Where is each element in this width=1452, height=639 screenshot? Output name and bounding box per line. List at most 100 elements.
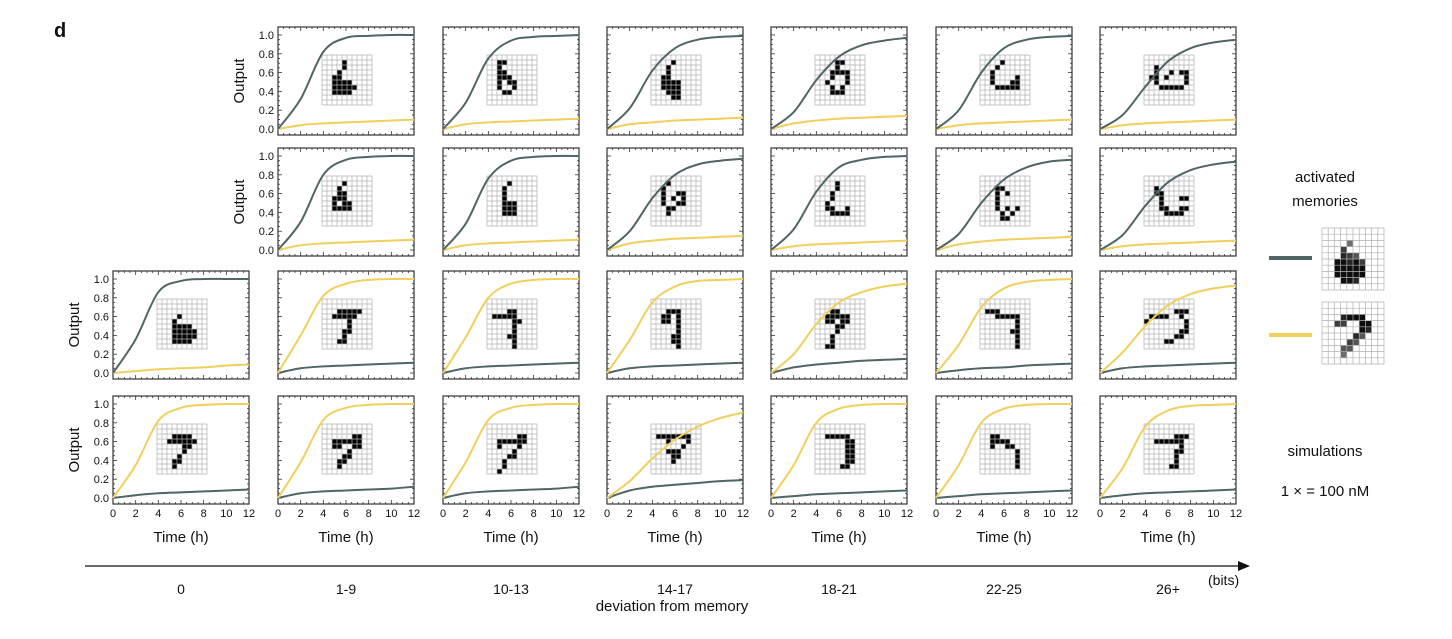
digit-pixel	[352, 434, 357, 439]
digit-pixel	[845, 70, 850, 75]
digit-pixel	[676, 449, 681, 454]
plot-panel	[1099, 147, 1237, 257]
digit-pixel	[840, 90, 845, 95]
digit-pixel	[342, 439, 347, 444]
plot-panel	[1099, 26, 1237, 136]
digit-pixel	[1010, 80, 1015, 85]
x-tick-label: 8	[695, 508, 701, 520]
digit-pixel	[1174, 434, 1179, 439]
slow-series-line	[770, 114, 908, 130]
digit-pixel	[1149, 75, 1154, 80]
digit-pixel	[1334, 259, 1341, 266]
digit-pixel	[182, 339, 187, 344]
digit-pixel	[1164, 211, 1169, 216]
digit-pixel	[845, 75, 850, 80]
digit-pixel	[1015, 75, 1020, 80]
y-tick-label: 0.2	[94, 349, 109, 361]
digit-pixel	[1174, 85, 1179, 90]
digit-pixel	[1353, 333, 1360, 340]
digit-pixel	[1164, 339, 1169, 344]
digit-pixel	[357, 309, 362, 314]
plot-panel: 0 2 4 6 8 10 12 Time (h)	[440, 395, 585, 546]
digit-pixel	[347, 449, 352, 454]
digit-pixel	[830, 196, 835, 201]
x-tick-label: 12	[737, 508, 749, 520]
digit-pixel	[671, 434, 676, 439]
digit-pixel	[830, 191, 835, 196]
digit-pixel	[1340, 252, 1347, 259]
digit-pixel	[187, 334, 192, 339]
y-tick-label: 0.4	[94, 330, 109, 342]
digit-pixel	[1015, 329, 1020, 334]
digit-pixel	[835, 324, 840, 329]
digit-pixel	[830, 90, 835, 95]
digit-pixel	[825, 206, 830, 211]
activated-series-line	[277, 154, 415, 251]
digit-pixel	[671, 339, 676, 344]
digit-pixel	[342, 314, 347, 319]
y-tick-label: 1.0	[94, 399, 109, 411]
digit-pixel	[497, 65, 502, 70]
digit-pixel	[830, 70, 835, 75]
plot-panel: 0 2 4 6 8 10 12 Time (h)	[275, 395, 420, 546]
slow-series-line	[277, 485, 415, 499]
digit-pixel	[497, 314, 502, 319]
plot-frame	[1099, 147, 1237, 257]
digit-pixel	[666, 206, 671, 211]
digit-pixel	[830, 75, 835, 80]
digit-pixel	[512, 454, 517, 459]
digit-pixel	[1179, 309, 1184, 314]
legend-footer-line1: simulations	[1287, 443, 1362, 460]
digit-pixel	[671, 334, 676, 339]
plot-panel	[606, 270, 744, 380]
x-axis-label: Time (h)	[1140, 529, 1195, 546]
x-tick-label: 2	[1120, 508, 1126, 520]
digit-pixel	[1005, 439, 1010, 444]
digit-pixel	[1169, 439, 1174, 444]
digit-pixel	[1174, 449, 1179, 454]
digit-pixel	[337, 186, 342, 191]
digit-pixel	[497, 75, 502, 80]
y-tick-label: 0.6	[94, 312, 109, 324]
plot-panel	[606, 147, 744, 257]
digit-pixel	[825, 319, 830, 324]
digit-pixel	[1169, 339, 1174, 344]
digit-pixel	[497, 60, 502, 65]
digit-pixel	[507, 201, 512, 206]
digit-pixel	[666, 65, 671, 70]
digit-pixel	[1353, 271, 1360, 278]
x-tick-label: 0	[1097, 508, 1103, 520]
digit-pixel	[512, 206, 517, 211]
slow-series-line	[442, 238, 580, 251]
digit-pixel	[995, 206, 1000, 211]
digit-pixel	[502, 191, 507, 196]
digit-pixel	[835, 60, 840, 65]
digit-pixel	[830, 334, 835, 339]
digit-pixel	[676, 329, 681, 334]
x-tick-label: 10	[714, 508, 726, 520]
slow-series-line	[606, 479, 744, 499]
digit-pixel	[830, 339, 835, 344]
digit-pixel	[671, 206, 676, 211]
digit-pixel	[1346, 252, 1353, 259]
y-tick-label: 0.4	[259, 207, 274, 219]
digit-pixel	[512, 201, 517, 206]
activated-series-line	[277, 402, 415, 499]
digit-pixel	[337, 439, 342, 444]
digit-pixel	[990, 80, 995, 85]
digit-pixel	[666, 75, 671, 80]
digit-pixel	[332, 90, 337, 95]
digit-pixel	[676, 334, 681, 339]
slow-series-line	[935, 362, 1073, 374]
x-tick-label: 6	[1001, 508, 1007, 520]
slow-series-line	[277, 118, 415, 130]
digit-pixel	[517, 319, 522, 324]
digit-pixel	[835, 309, 840, 314]
digit-pixel	[342, 454, 347, 459]
x-tick-label: 6	[672, 508, 678, 520]
legend-title-line1: activated	[1295, 169, 1355, 186]
y-axis-label: Output	[231, 58, 248, 104]
x-tick-label: 10	[385, 508, 397, 520]
digit-pixel	[1164, 206, 1169, 211]
slow-series-line	[770, 239, 908, 251]
